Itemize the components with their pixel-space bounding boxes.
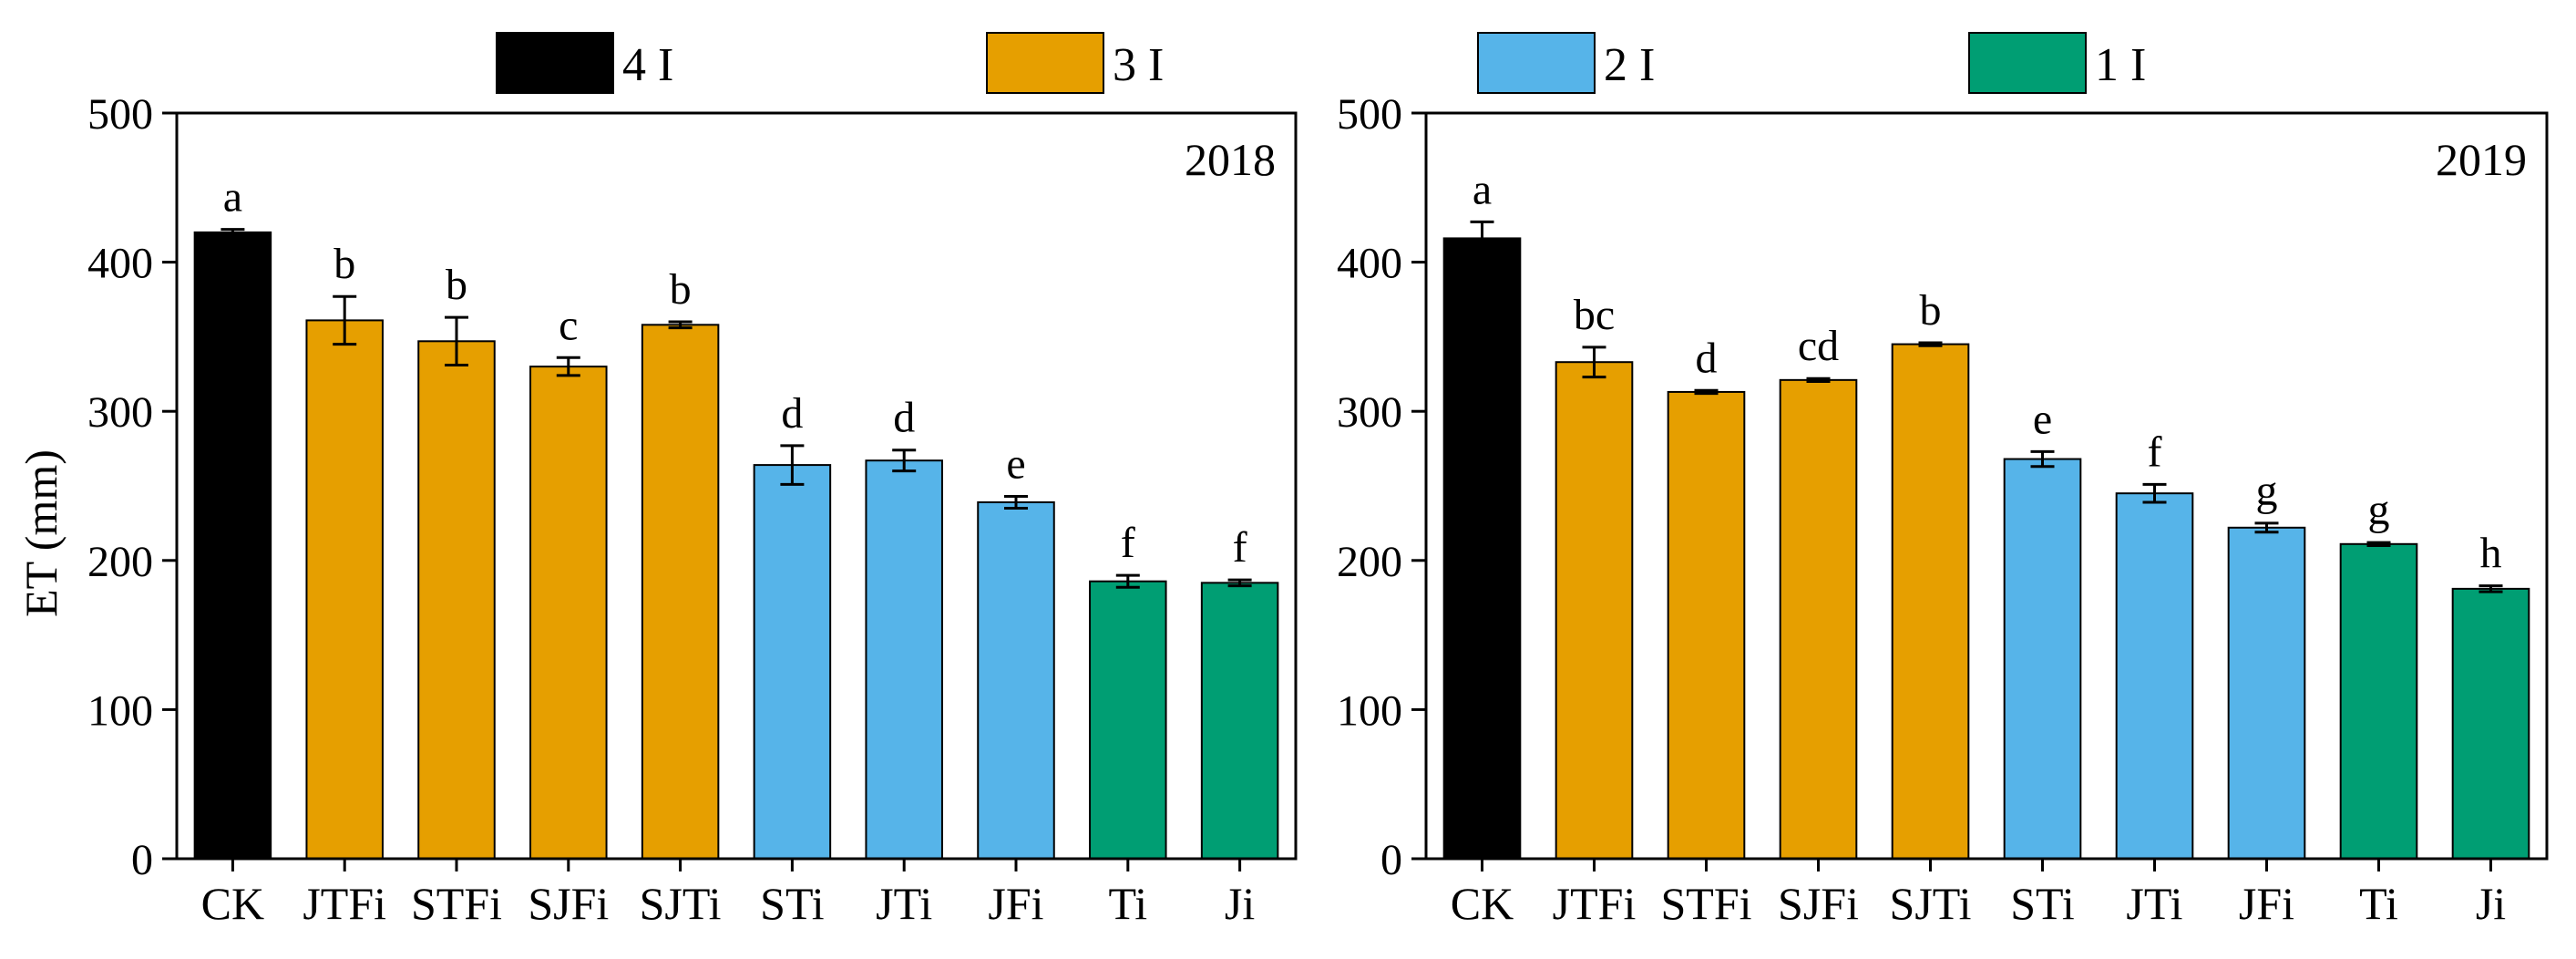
bar-JTFi [305, 319, 384, 860]
x-tick-label-JFi: JFi [2239, 878, 2294, 929]
bar-SJFi [529, 366, 608, 860]
chart-panel-2019: 0 100 200 300 400 500 a CK bc JTFi d STFi cd SJFi b SJT… [1337, 90, 2549, 929]
y-tick-label: 200 [1337, 538, 1402, 586]
bar-STFi [1667, 390, 1746, 860]
y-tick-label: 100 [1337, 686, 1402, 735]
x-tick-label-Ti: Ti [1108, 878, 1147, 929]
x-tick-label-CK: CK [1451, 878, 1514, 929]
plot-frame [175, 111, 1298, 861]
bar-Ti [1089, 580, 1167, 860]
bar-JTi [865, 459, 943, 860]
significance-letter-Ti: f [1121, 519, 1135, 567]
significance-letter-STi: d [781, 389, 803, 438]
x-tick-label-CK: CK [201, 878, 264, 929]
bar-SJTi [1891, 343, 1970, 860]
legend-label-1: 3 I [1113, 39, 1164, 91]
significance-letter-SJTi: b [670, 265, 692, 314]
bar-JTFi [1555, 361, 1634, 861]
y-axis-label: ET (mm) [15, 449, 67, 617]
x-tick-label-STFi: STFi [411, 878, 502, 929]
bar-CK [1442, 237, 1522, 860]
significance-letter-JFi: e [1006, 439, 1025, 488]
bar-CK [193, 231, 272, 860]
x-tick-label-JTFi: JTFi [1553, 878, 1637, 929]
legend-label-2: 2 I [1604, 39, 1655, 91]
x-tick-label-SJTi: SJTi [640, 878, 722, 929]
significance-letter-CK: a [1473, 165, 1492, 213]
plot-frame [1424, 111, 2549, 861]
legend-swatch-0 [496, 32, 614, 94]
significance-letter-JTi: d [893, 394, 915, 442]
significance-letter-Ti: g [2368, 486, 2390, 534]
x-tick-label-Ji: Ji [1225, 878, 1255, 929]
x-tick-label-SJFi: SJFi [1778, 878, 1859, 929]
significance-letter-STFi: d [1696, 334, 1718, 382]
legend-swatch-2 [1477, 32, 1596, 94]
x-tick-label-SJTi: SJTi [1890, 878, 1972, 929]
y-tick-label: 0 [1380, 836, 1402, 884]
x-tick-label-SJFi: SJFi [528, 878, 609, 929]
x-tick-label-JTFi: JTFi [303, 878, 386, 929]
y-tick-label: 200 [87, 538, 153, 586]
legend-label-0: 4 I [622, 39, 673, 91]
significance-letter-JFi: g [2256, 467, 2278, 515]
chart-legend: 4 I 3 I 2 I 1 I [496, 32, 2146, 94]
legend-swatch-1 [986, 32, 1104, 94]
y-tick-label: 0 [131, 836, 153, 884]
significance-letter-SJFi: c [559, 301, 578, 349]
x-tick-label-JTi: JTi [2126, 878, 2182, 929]
bar-JFi [977, 500, 1055, 860]
significance-letter-JTi: f [2148, 428, 2162, 476]
legend-label-3: 1 I [2095, 39, 2146, 91]
significance-letter-STFi: b [446, 261, 467, 309]
y-tick-label: 500 [87, 90, 153, 139]
significance-letter-CK: a [223, 173, 242, 222]
bar-Ji [2451, 587, 2530, 860]
x-tick-label-STi: STi [760, 878, 824, 929]
y-tick-label: 300 [87, 388, 153, 437]
panel-year-label: 2018 [1185, 134, 1276, 185]
panel-year-label: 2019 [2436, 134, 2527, 185]
bar-STFi [417, 340, 496, 861]
x-tick-label-JTi: JTi [876, 878, 932, 929]
bar-STi [753, 464, 832, 860]
significance-letter-SJTi: b [1920, 286, 1942, 335]
significance-letter-JTFi: bc [1574, 291, 1615, 339]
significance-letter-Ji: f [1233, 523, 1247, 572]
significance-letter-SJFi: cd [1798, 322, 1839, 370]
bar-JFi [2227, 526, 2306, 860]
y-tick-label: 400 [87, 240, 153, 288]
bar-Ti [2339, 542, 2418, 861]
chart-panel-2018: 0 100 200 300 400 500 a CK b JTFi b STFi c SJFi b SJTi d… [87, 90, 1298, 929]
x-tick-label-STFi: STFi [1660, 878, 1751, 929]
significance-letter-STi: e [2033, 395, 2052, 443]
y-tick-label: 100 [87, 686, 153, 735]
bar-JTi [2115, 492, 2194, 860]
bar-Ji [1200, 582, 1279, 861]
significance-letter-JTFi: b [334, 240, 355, 288]
significance-letter-Ji: h [2480, 530, 2502, 578]
bar-SJTi [641, 324, 720, 860]
x-tick-label-STi: STi [2010, 878, 2074, 929]
x-tick-label-Ji: Ji [2476, 878, 2506, 929]
y-tick-label: 500 [1337, 90, 1402, 139]
x-tick-label-Ti: Ti [2359, 878, 2398, 929]
y-tick-label: 300 [1337, 388, 1402, 437]
legend-swatch-3 [1968, 32, 2087, 94]
bar-SJFi [1779, 378, 1858, 860]
bar-STi [2003, 458, 2082, 860]
x-tick-label-JFi: JFi [988, 878, 1043, 929]
y-tick-label: 400 [1337, 240, 1402, 288]
